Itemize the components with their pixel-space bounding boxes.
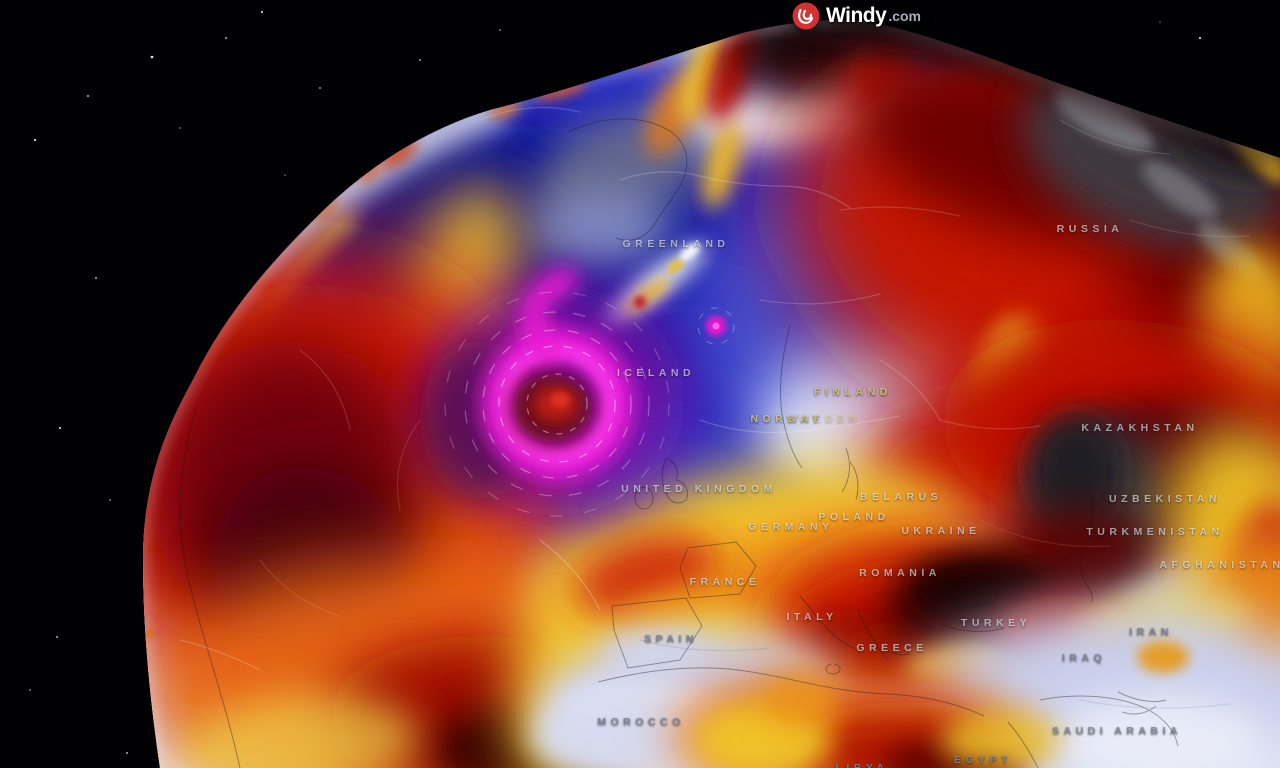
country-label-romania: ROMANIA (859, 567, 941, 579)
country-label-spain: SPAIN (644, 633, 698, 645)
country-label-greenland: GREENLAND (622, 238, 729, 250)
country-label-libya: LIBYA (835, 762, 888, 768)
country-label-norway: NORWAY (750, 413, 823, 425)
logo-brand-text: Windy (826, 4, 887, 27)
country-label-uzbekistan: UZBEKISTAN (1109, 493, 1221, 505)
country-label-finland: FINLAND (814, 386, 892, 398)
country-label-sweden: SWEDEN (787, 413, 860, 425)
polar-vortex (420, 268, 726, 515)
country-label-morocco: MOROCCO (597, 716, 685, 728)
country-label-poland: POLAND (818, 511, 889, 523)
country-label-greece: GREECE (856, 642, 927, 654)
country-label-kazakhstan: KAZAKHSTAN (1081, 422, 1198, 434)
logo-suffix-text: .com (888, 8, 921, 24)
country-label-afghanistan: AFGHANISTAN (1159, 559, 1280, 571)
country-label-turkey: TURKEY (961, 617, 1031, 629)
country-label-turkmenistan: TURKMENISTAN (1086, 526, 1223, 538)
country-label-iraq: IRAQ (1062, 652, 1106, 664)
country-label-iceland: ICELAND (617, 367, 695, 379)
windy-swirl-icon (792, 2, 820, 30)
country-borders (179, 118, 1179, 768)
country-label-egypt: EGYPT (954, 754, 1012, 766)
country-label-saudi-arabia: SAUDI ARABIA (1052, 725, 1182, 737)
country-label-germany: GERMANY (748, 521, 833, 533)
country-label-ukraine: UKRAINE (901, 525, 980, 537)
country-label-france: FRANCE (690, 576, 761, 588)
country-label-russia: RUSSIA (1057, 223, 1124, 235)
country-label-iran: IRAN (1129, 626, 1173, 638)
country-label-belarus: BELARUS (860, 491, 942, 503)
country-label-italy: ITALY (786, 611, 837, 623)
windy-logo[interactable]: Windy .com (792, 2, 921, 30)
country-label-united-kingdom: UNITED KINGDOM (621, 483, 777, 495)
stars (29, 10, 1202, 754)
wind-streamlines (179, 106, 1251, 709)
